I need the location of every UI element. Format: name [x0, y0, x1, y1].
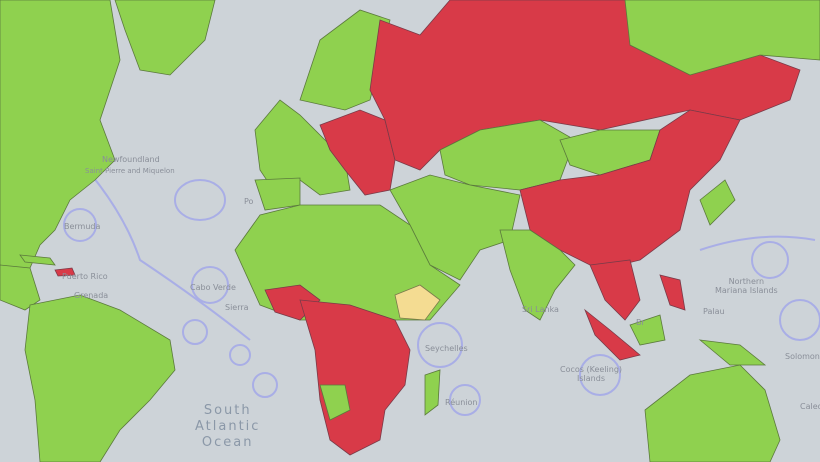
label-solomon: Solomon — [785, 352, 820, 361]
iberia[interactable] — [254, 177, 301, 211]
central-southern-africa[interactable] — [299, 299, 411, 456]
label-brunei: Br — [636, 318, 645, 327]
label-caledonia: Caledo — [800, 402, 820, 411]
label-miquelon: Saint Pierre and Miquelon — [85, 167, 175, 175]
label-palau: Palau — [703, 307, 725, 316]
philippines[interactable] — [659, 274, 686, 311]
label-seychelles: Seychelles — [425, 344, 468, 353]
label-cocos: Cocos (Keeling) Islands — [560, 365, 623, 383]
label-reunion: Réunion — [445, 398, 478, 407]
india[interactable] — [499, 229, 576, 321]
label-sierra: Sierra — [225, 303, 249, 312]
south-america[interactable] — [24, 294, 176, 462]
japan[interactable] — [699, 179, 736, 226]
southeast-asia[interactable] — [589, 259, 641, 321]
label-sri-lanka: Sri Lanka — [522, 305, 559, 314]
central-america[interactable] — [0, 264, 41, 311]
hispaniola[interactable] — [54, 267, 76, 277]
label-newfoundland: Newfoundland — [102, 155, 160, 164]
far-east[interactable] — [624, 0, 820, 76]
new-guinea[interactable] — [698, 339, 767, 366]
label-south-atlantic-ocean: South Atlantic Ocean — [195, 403, 261, 450]
indonesia[interactable] — [584, 308, 641, 361]
australia[interactable] — [644, 364, 781, 462]
label-puerto-rico: Puerto Rico — [62, 272, 108, 281]
china[interactable] — [519, 109, 741, 271]
north-america[interactable] — [0, 0, 121, 271]
greenland[interactable] — [114, 0, 216, 76]
borneo[interactable] — [629, 314, 666, 346]
cuba[interactable] — [19, 254, 56, 266]
label-cabo-verde: Cabo Verde — [190, 283, 236, 292]
madagascar[interactable] — [424, 369, 441, 416]
label-grenada: Grenada — [74, 291, 109, 300]
label-northern-mariana: Northern Mariana Islands — [715, 277, 778, 295]
namibia[interactable] — [319, 384, 351, 421]
ethiopia[interactable] — [394, 284, 441, 321]
label-bermuda: Bermuda — [64, 222, 101, 231]
label-portugal: Po — [244, 197, 254, 206]
